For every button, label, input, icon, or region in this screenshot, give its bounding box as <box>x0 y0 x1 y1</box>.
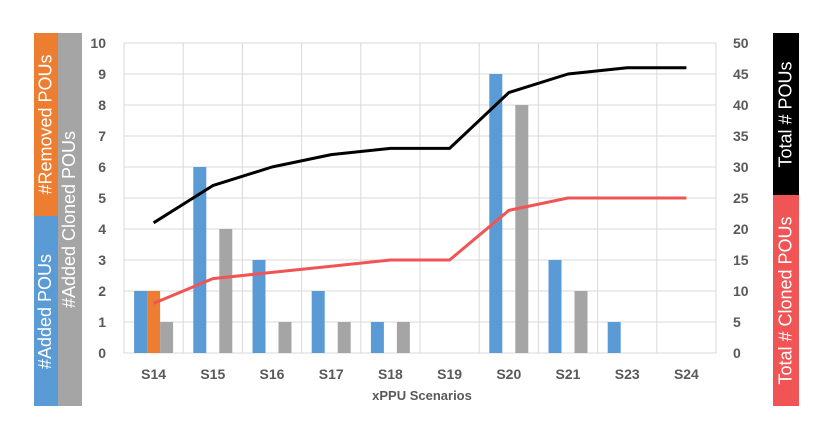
cloned-bar <box>396 322 410 353</box>
bars <box>134 74 621 353</box>
cloned-bar <box>278 322 292 353</box>
x-tick-label: S18 <box>378 366 403 382</box>
y-right-tick-label: 25 <box>733 190 749 206</box>
y-right-tick-label: 0 <box>733 345 741 361</box>
added-bar <box>548 260 562 353</box>
total-line <box>152 66 687 225</box>
added-bar <box>193 167 207 353</box>
added-bar <box>311 291 325 353</box>
y-left-tick-label: 8 <box>98 97 106 113</box>
removed-bar <box>147 291 161 353</box>
added-bar <box>134 291 148 353</box>
x-tick-label: S17 <box>319 366 344 382</box>
y-right-tick-label: 50 <box>733 35 749 51</box>
cloned-bar <box>219 229 233 353</box>
added-pous-axis-title: #Added POUs <box>34 216 58 406</box>
cloned-bar <box>515 105 529 353</box>
lines <box>152 66 687 305</box>
removed-pous-axis-title: #Removed POUs <box>34 33 58 216</box>
x-tick-label: S24 <box>674 366 699 382</box>
total-pous-axis-title: Total # POUs <box>773 33 799 195</box>
y-right-tick-label: 45 <box>733 66 749 82</box>
y-left-tick-label: 10 <box>90 35 106 51</box>
added-bar <box>607 322 621 353</box>
y-left-tick-label: 5 <box>98 190 106 206</box>
y-left-tick-label: 0 <box>98 345 106 361</box>
y-left-tick-label: 9 <box>98 66 106 82</box>
y-right-tick-label: 20 <box>733 221 749 237</box>
y-left-tick-label: 4 <box>98 221 106 237</box>
added-bar <box>252 260 266 353</box>
y-right-tick-label: 15 <box>733 252 749 268</box>
x-tick-label: S20 <box>496 366 521 382</box>
y-left-tick-label: 3 <box>98 252 106 268</box>
y-right-tick-label: 30 <box>733 159 749 175</box>
y-right-tick-label: 5 <box>733 314 741 330</box>
y-left-tick-label: 2 <box>98 283 106 299</box>
x-tick-label: S14 <box>141 366 166 382</box>
total-cloned-pous-axis-title: Total # Cloned POUs <box>773 195 799 406</box>
y-left-tick-label: 7 <box>98 128 106 144</box>
y-right-tick-label: 35 <box>733 128 749 144</box>
y-left-tick-label: 1 <box>98 314 106 330</box>
cloned-bar <box>160 322 174 353</box>
added-bar <box>370 322 384 353</box>
total_cloned-line <box>153 196 687 305</box>
x-tick-label: S16 <box>260 366 285 382</box>
y-right-tick-label: 10 <box>733 283 749 299</box>
x-tick-label: S15 <box>200 366 225 382</box>
y-left-tick-label: 6 <box>98 159 106 175</box>
cloned-bar <box>574 291 588 353</box>
added-bar <box>489 74 503 353</box>
x-tick-label: S23 <box>615 366 640 382</box>
y-right-tick-label: 40 <box>733 97 749 113</box>
cloned-bar <box>337 322 351 353</box>
x-tick-label: S21 <box>556 366 581 382</box>
x-tick-label: S19 <box>437 366 462 382</box>
x-axis-title: xPPU Scenarios <box>372 388 472 403</box>
added-cloned-pous-axis-title: #Added Cloned POUs <box>58 33 82 406</box>
